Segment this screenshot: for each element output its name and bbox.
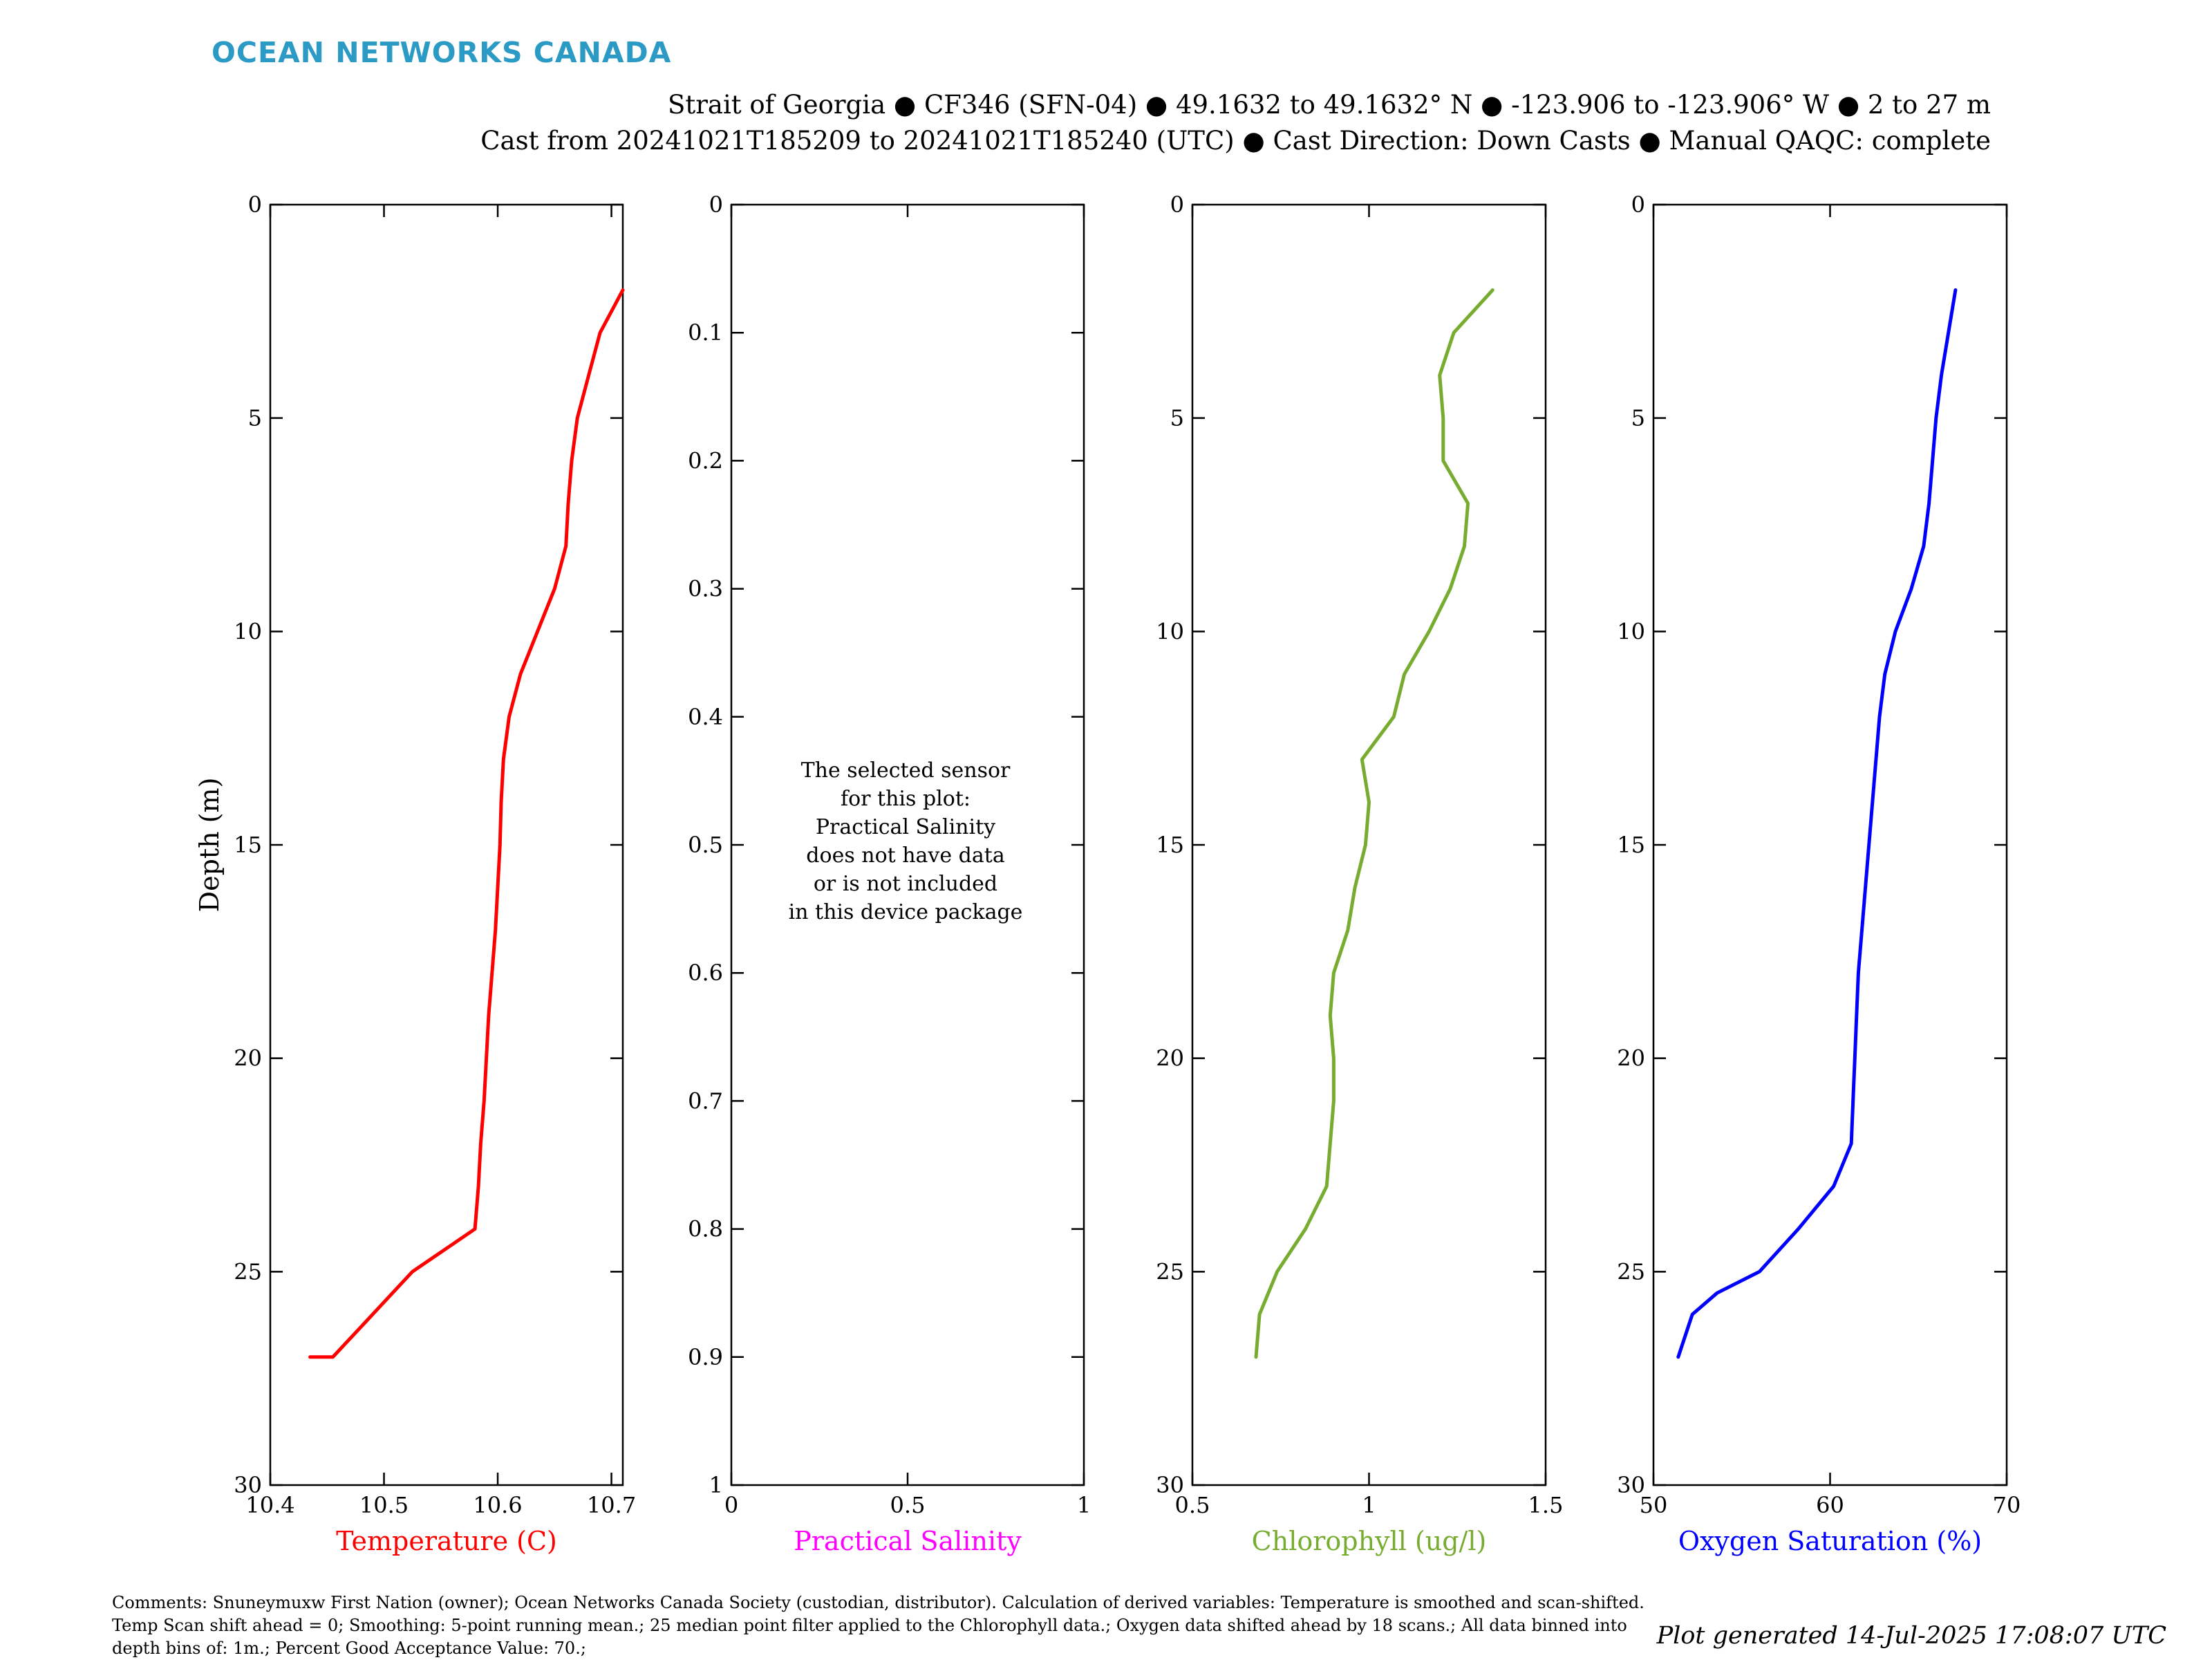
- temperature-ytick-label: 5: [248, 405, 262, 431]
- temperature-ytick-label: 10: [234, 618, 262, 644]
- chlorophyll-ytick-label: 15: [1156, 832, 1184, 858]
- plot-header-location: Strait of Georgia ● CF346 (SFN-04) ● 49.…: [667, 90, 1991, 120]
- chlorophyll-ytick-label: 10: [1156, 618, 1184, 644]
- salinity-xtick-label: 0.5: [890, 1492, 926, 1518]
- salinity-ytick-label: 0.8: [688, 1216, 723, 1242]
- message-line: Practical Salinity: [815, 815, 996, 839]
- salinity-ytick-label: 0: [709, 192, 723, 218]
- oxygen-ytick-label: 0: [1631, 192, 1645, 218]
- chlorophyll-ytick-label: 0: [1170, 192, 1184, 218]
- oxygen-ytick-label: 30: [1617, 1472, 1645, 1498]
- temperature-ytick-label: 15: [234, 832, 262, 858]
- temperature-xtick-label: 10.4: [245, 1492, 294, 1518]
- plot-comments: Comments: Snuneymuxw First Nation (owner…: [112, 1593, 1644, 1658]
- temperature-ytick-label: 25: [234, 1258, 262, 1285]
- oxygen-xtick-label: 60: [1816, 1492, 1844, 1518]
- plot-header-cast: Cast from 20241021T185209 to 20241021T18…: [480, 126, 1991, 156]
- chlorophyll-ytick-label: 25: [1156, 1258, 1184, 1285]
- message-line: in this device package: [788, 900, 1023, 924]
- salinity-no-data-message: The selected sensor for this plot: Pract…: [753, 756, 1058, 926]
- oxygen-ytick-label: 10: [1617, 618, 1645, 644]
- temperature-ytick-label: 20: [234, 1045, 262, 1072]
- message-line: does not have data: [806, 843, 1005, 868]
- chlorophyll-ytick-label: 20: [1156, 1045, 1184, 1072]
- oxygen-profile-line: [1676, 288, 1958, 1359]
- temperature-profile-line: [308, 288, 625, 1359]
- oxygen-xtick-label: 50: [1640, 1492, 1668, 1518]
- salinity-ytick-label: 0.4: [688, 704, 723, 730]
- salinity-ytick-label: 0.5: [688, 832, 723, 858]
- temperature-ylabel: Depth (m): [194, 778, 225, 913]
- chlorophyll-ytick-label: 30: [1156, 1472, 1184, 1498]
- temperature-xtick-label: 10.6: [473, 1492, 522, 1518]
- oxygen-ytick-label: 25: [1617, 1258, 1645, 1285]
- salinity-xlabel: Practical Salinity: [794, 1526, 1022, 1556]
- salinity-ytick-label: 0.6: [688, 960, 723, 986]
- oxygen-axes-box: [1652, 203, 2008, 1486]
- salinity-ytick-label: 1: [709, 1472, 723, 1498]
- temperature-axes-box: [269, 203, 624, 1486]
- message-line: The selected sensor: [800, 758, 1011, 783]
- salinity-ytick-label: 0.7: [688, 1088, 723, 1114]
- chlorophyll-xlabel: Chlorophyll (ug/l): [1252, 1526, 1487, 1556]
- oxygen-ytick-label: 5: [1631, 405, 1645, 431]
- oxygen-ytick-label: 20: [1617, 1045, 1645, 1072]
- chlorophyll-profile-line: [1254, 288, 1494, 1359]
- chlorophyll-xtick-label: 0.5: [1175, 1492, 1210, 1518]
- chlorophyll-axes-box: [1191, 203, 1547, 1486]
- temperature-xtick-label: 10.7: [587, 1492, 636, 1518]
- salinity-xtick-label: 1: [1077, 1492, 1091, 1518]
- chlorophyll-ytick-label: 5: [1170, 405, 1184, 431]
- temperature-ytick-label: 30: [234, 1472, 262, 1498]
- temperature-xlabel: Temperature (C): [336, 1526, 557, 1556]
- chlorophyll-xtick-label: 1.5: [1528, 1492, 1564, 1518]
- chlorophyll-xtick-label: 1: [1362, 1492, 1376, 1518]
- salinity-ytick-label: 0.9: [688, 1344, 723, 1370]
- oxygen-xtick-label: 70: [1993, 1492, 2021, 1518]
- message-line: for this plot:: [841, 787, 971, 811]
- temperature-xtick-label: 10.5: [359, 1492, 409, 1518]
- salinity-ytick-label: 0.1: [688, 319, 723, 346]
- oxygen-xlabel: Oxygen Saturation (%): [1678, 1526, 1982, 1556]
- salinity-xtick-label: 0: [724, 1492, 738, 1518]
- ocean-networks-canada-logo: OCEAN NETWORKS CANADA: [212, 36, 672, 69]
- oxygen-ytick-label: 15: [1617, 832, 1645, 858]
- temperature-ytick-label: 0: [248, 192, 262, 218]
- plot-generated-timestamp: Plot generated 14-Jul-2025 17:08:07 UTC: [1656, 1622, 2166, 1650]
- salinity-ytick-label: 0.3: [688, 576, 723, 602]
- salinity-ytick-label: 0.2: [688, 447, 723, 474]
- message-line: or is not included: [813, 872, 998, 896]
